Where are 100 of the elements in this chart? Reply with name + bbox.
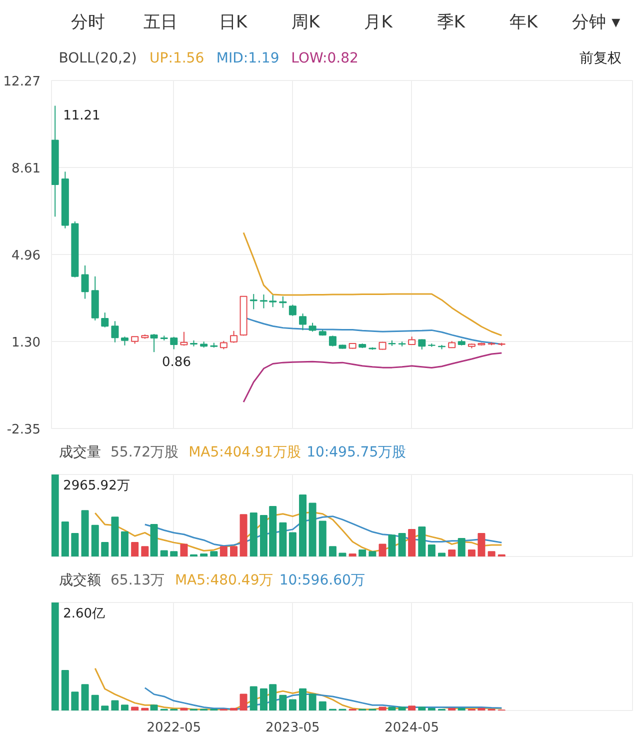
candlestick xyxy=(328,335,336,347)
bar xyxy=(250,686,258,710)
bar xyxy=(288,532,296,556)
bar xyxy=(141,708,149,710)
bar xyxy=(240,514,248,556)
bar xyxy=(101,542,109,556)
x-tick-label: 2022-05 xyxy=(146,720,202,736)
y-tick-label: 4.96 xyxy=(12,248,41,264)
bar xyxy=(150,524,158,556)
bar xyxy=(478,533,486,556)
chart-title: 成交量 xyxy=(58,444,101,460)
bar xyxy=(150,704,158,710)
bar xyxy=(61,670,69,710)
y-tick-label: 8.61 xyxy=(12,162,41,177)
bar xyxy=(358,549,366,556)
text: 五日 xyxy=(143,12,178,32)
candlestick xyxy=(279,296,287,308)
annotation: 2.60亿 xyxy=(63,606,106,622)
bar xyxy=(478,708,486,710)
candlestick xyxy=(180,331,188,346)
bar xyxy=(428,708,436,710)
bar xyxy=(120,704,128,710)
bar xyxy=(240,694,248,710)
bar xyxy=(488,551,496,556)
bar xyxy=(308,694,316,710)
bar xyxy=(210,551,218,556)
bar xyxy=(418,706,426,710)
bar xyxy=(200,554,208,556)
bar xyxy=(160,550,168,556)
candlestick xyxy=(81,264,89,300)
text: UP:1.56 xyxy=(150,50,204,66)
candlestick xyxy=(250,294,258,310)
bar xyxy=(458,538,466,556)
candlestick xyxy=(111,320,119,343)
y-tick-label: -2.35 xyxy=(6,422,41,438)
annotation: 11.21 xyxy=(63,108,100,124)
bar xyxy=(220,546,228,556)
bar xyxy=(458,708,466,710)
text: 10:495.75万股 xyxy=(306,444,406,460)
bar xyxy=(131,706,139,710)
bar xyxy=(91,694,99,710)
candlestick xyxy=(418,338,426,350)
bar xyxy=(398,706,406,710)
candlestick xyxy=(101,312,109,328)
bar xyxy=(250,512,258,556)
x-tick-label: 2023-05 xyxy=(266,720,320,736)
bar xyxy=(378,706,386,710)
text: 年K xyxy=(509,12,538,32)
bar xyxy=(378,544,386,556)
y-tick-label: 12.27 xyxy=(3,74,40,90)
text: MID:1.19 xyxy=(216,50,280,66)
bar xyxy=(141,546,149,556)
text: 周K xyxy=(292,12,321,32)
bar xyxy=(91,524,99,556)
bar xyxy=(408,528,416,556)
bar xyxy=(388,706,396,710)
text: 分钟 ▾ xyxy=(572,12,621,32)
bar xyxy=(418,526,426,556)
bar xyxy=(338,552,346,556)
bar xyxy=(230,708,238,710)
text: LOW:0.82 xyxy=(291,50,358,66)
bar xyxy=(111,516,119,556)
bar xyxy=(308,502,316,556)
chart-title: BOLL(20,2) xyxy=(58,50,137,66)
text: MA5:404.91万股 xyxy=(188,444,301,460)
bar xyxy=(52,474,59,556)
bar xyxy=(468,549,476,556)
bar xyxy=(348,554,356,556)
bar xyxy=(428,544,436,556)
annotation: 2965.92万 xyxy=(63,478,130,494)
bar xyxy=(368,551,376,556)
bar xyxy=(71,533,79,556)
bar xyxy=(120,531,128,556)
y-tick-label: 1.30 xyxy=(12,336,41,351)
chart-subtitle: 65.13万 xyxy=(110,572,165,588)
bar xyxy=(318,520,326,556)
text: 10:596.60万 xyxy=(279,572,365,588)
text: 前复权 xyxy=(580,50,622,66)
chart-subtitle: 55.72万股 xyxy=(110,444,179,460)
bar xyxy=(111,700,119,710)
bar xyxy=(279,522,287,556)
bar xyxy=(279,694,287,710)
chart-title: 成交额 xyxy=(58,572,101,588)
candlestick xyxy=(299,313,307,331)
bar xyxy=(101,706,109,710)
bar xyxy=(170,551,178,556)
bar xyxy=(71,692,79,710)
bar xyxy=(398,533,406,556)
bar xyxy=(448,708,456,710)
bar xyxy=(328,546,336,556)
bar xyxy=(299,494,307,556)
candlestick xyxy=(150,334,158,353)
bar xyxy=(318,701,326,710)
text: 日K xyxy=(218,12,248,32)
bar xyxy=(230,546,238,556)
bar xyxy=(299,688,307,710)
bar xyxy=(438,552,446,556)
bar xyxy=(131,542,139,556)
bar xyxy=(52,602,59,710)
bar xyxy=(180,708,188,710)
